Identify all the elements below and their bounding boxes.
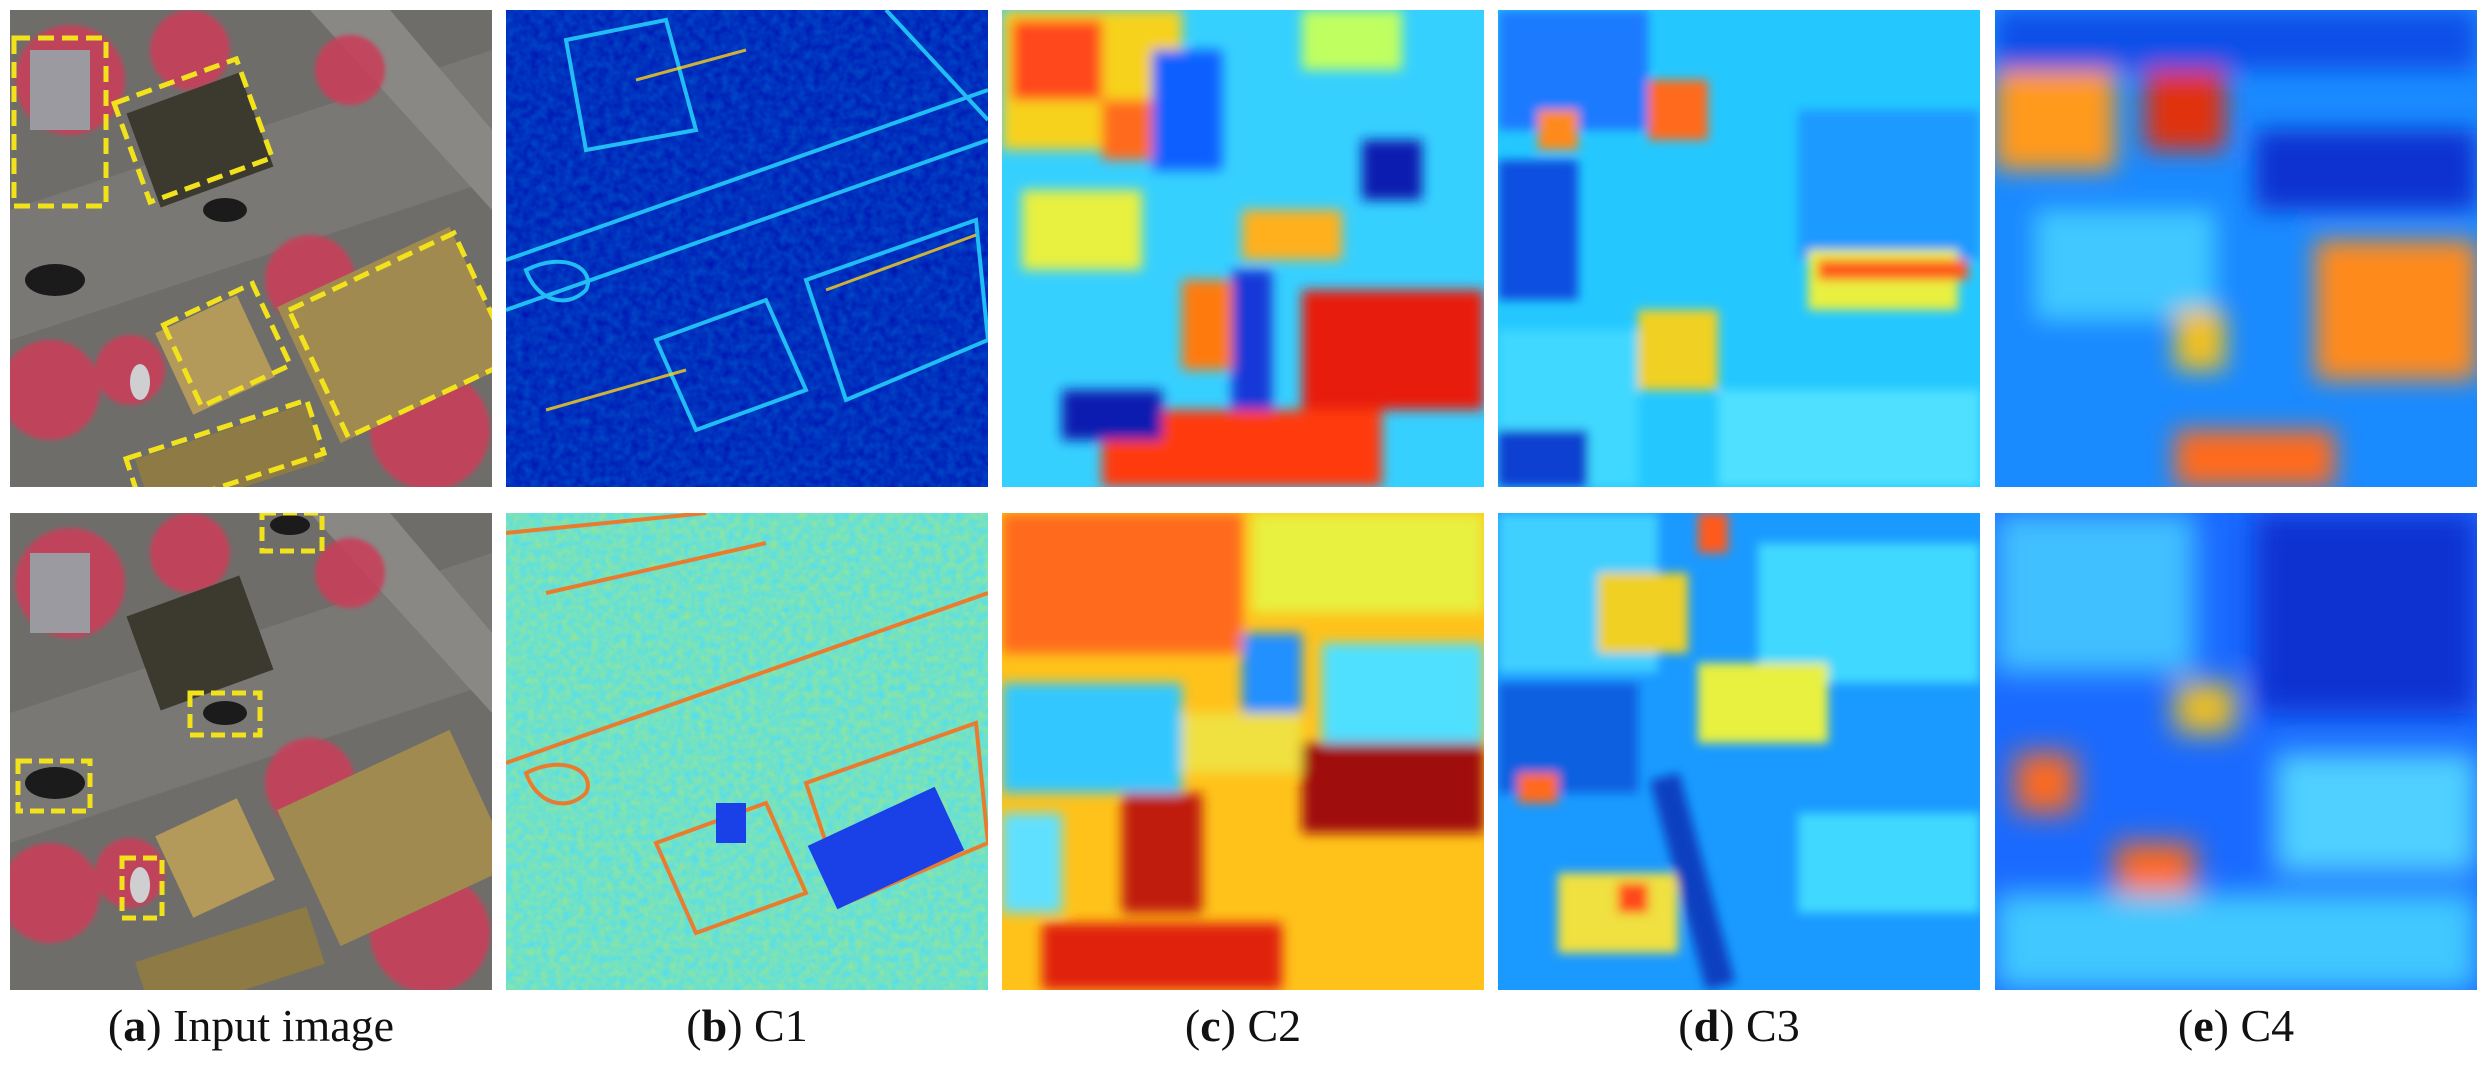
heatmap-c4-top — [1995, 10, 2477, 487]
caption-letter: b — [701, 1000, 728, 1051]
caption-text: C4 — [2228, 1000, 2295, 1051]
caption-letter: d — [1693, 1000, 1720, 1051]
caption-text: C2 — [1235, 1000, 1302, 1051]
caption-a: (a) Input image — [107, 1000, 395, 1051]
heatmap-c1-bottom — [506, 513, 988, 990]
caption-letter: e — [2193, 1000, 2214, 1051]
heatmap-c2-bottom — [1002, 513, 1484, 990]
heatmap-c1-top — [506, 10, 988, 487]
figure-grid — [10, 10, 2477, 990]
caption-letter: a — [123, 1000, 147, 1051]
caption-text: C3 — [1734, 1000, 1800, 1051]
caption-b: (b) C1 — [686, 1000, 808, 1051]
caption-letter: c — [1200, 1000, 1221, 1051]
heatmap-c2-top — [1002, 10, 1484, 487]
input-image-bottom — [10, 513, 492, 990]
heatmap-c4-bottom — [1995, 513, 2477, 990]
caption-c: (c) C2 — [1184, 1000, 1302, 1051]
caption-e: (e) C4 — [2177, 1000, 2295, 1051]
caption-text: Input image — [161, 1000, 395, 1051]
caption-text: C1 — [742, 1000, 808, 1051]
heatmap-c3-bottom — [1498, 513, 1980, 990]
caption-d: (d) C3 — [1678, 1000, 1800, 1051]
heatmap-c3-top — [1498, 10, 1980, 487]
input-image-top — [10, 10, 492, 487]
